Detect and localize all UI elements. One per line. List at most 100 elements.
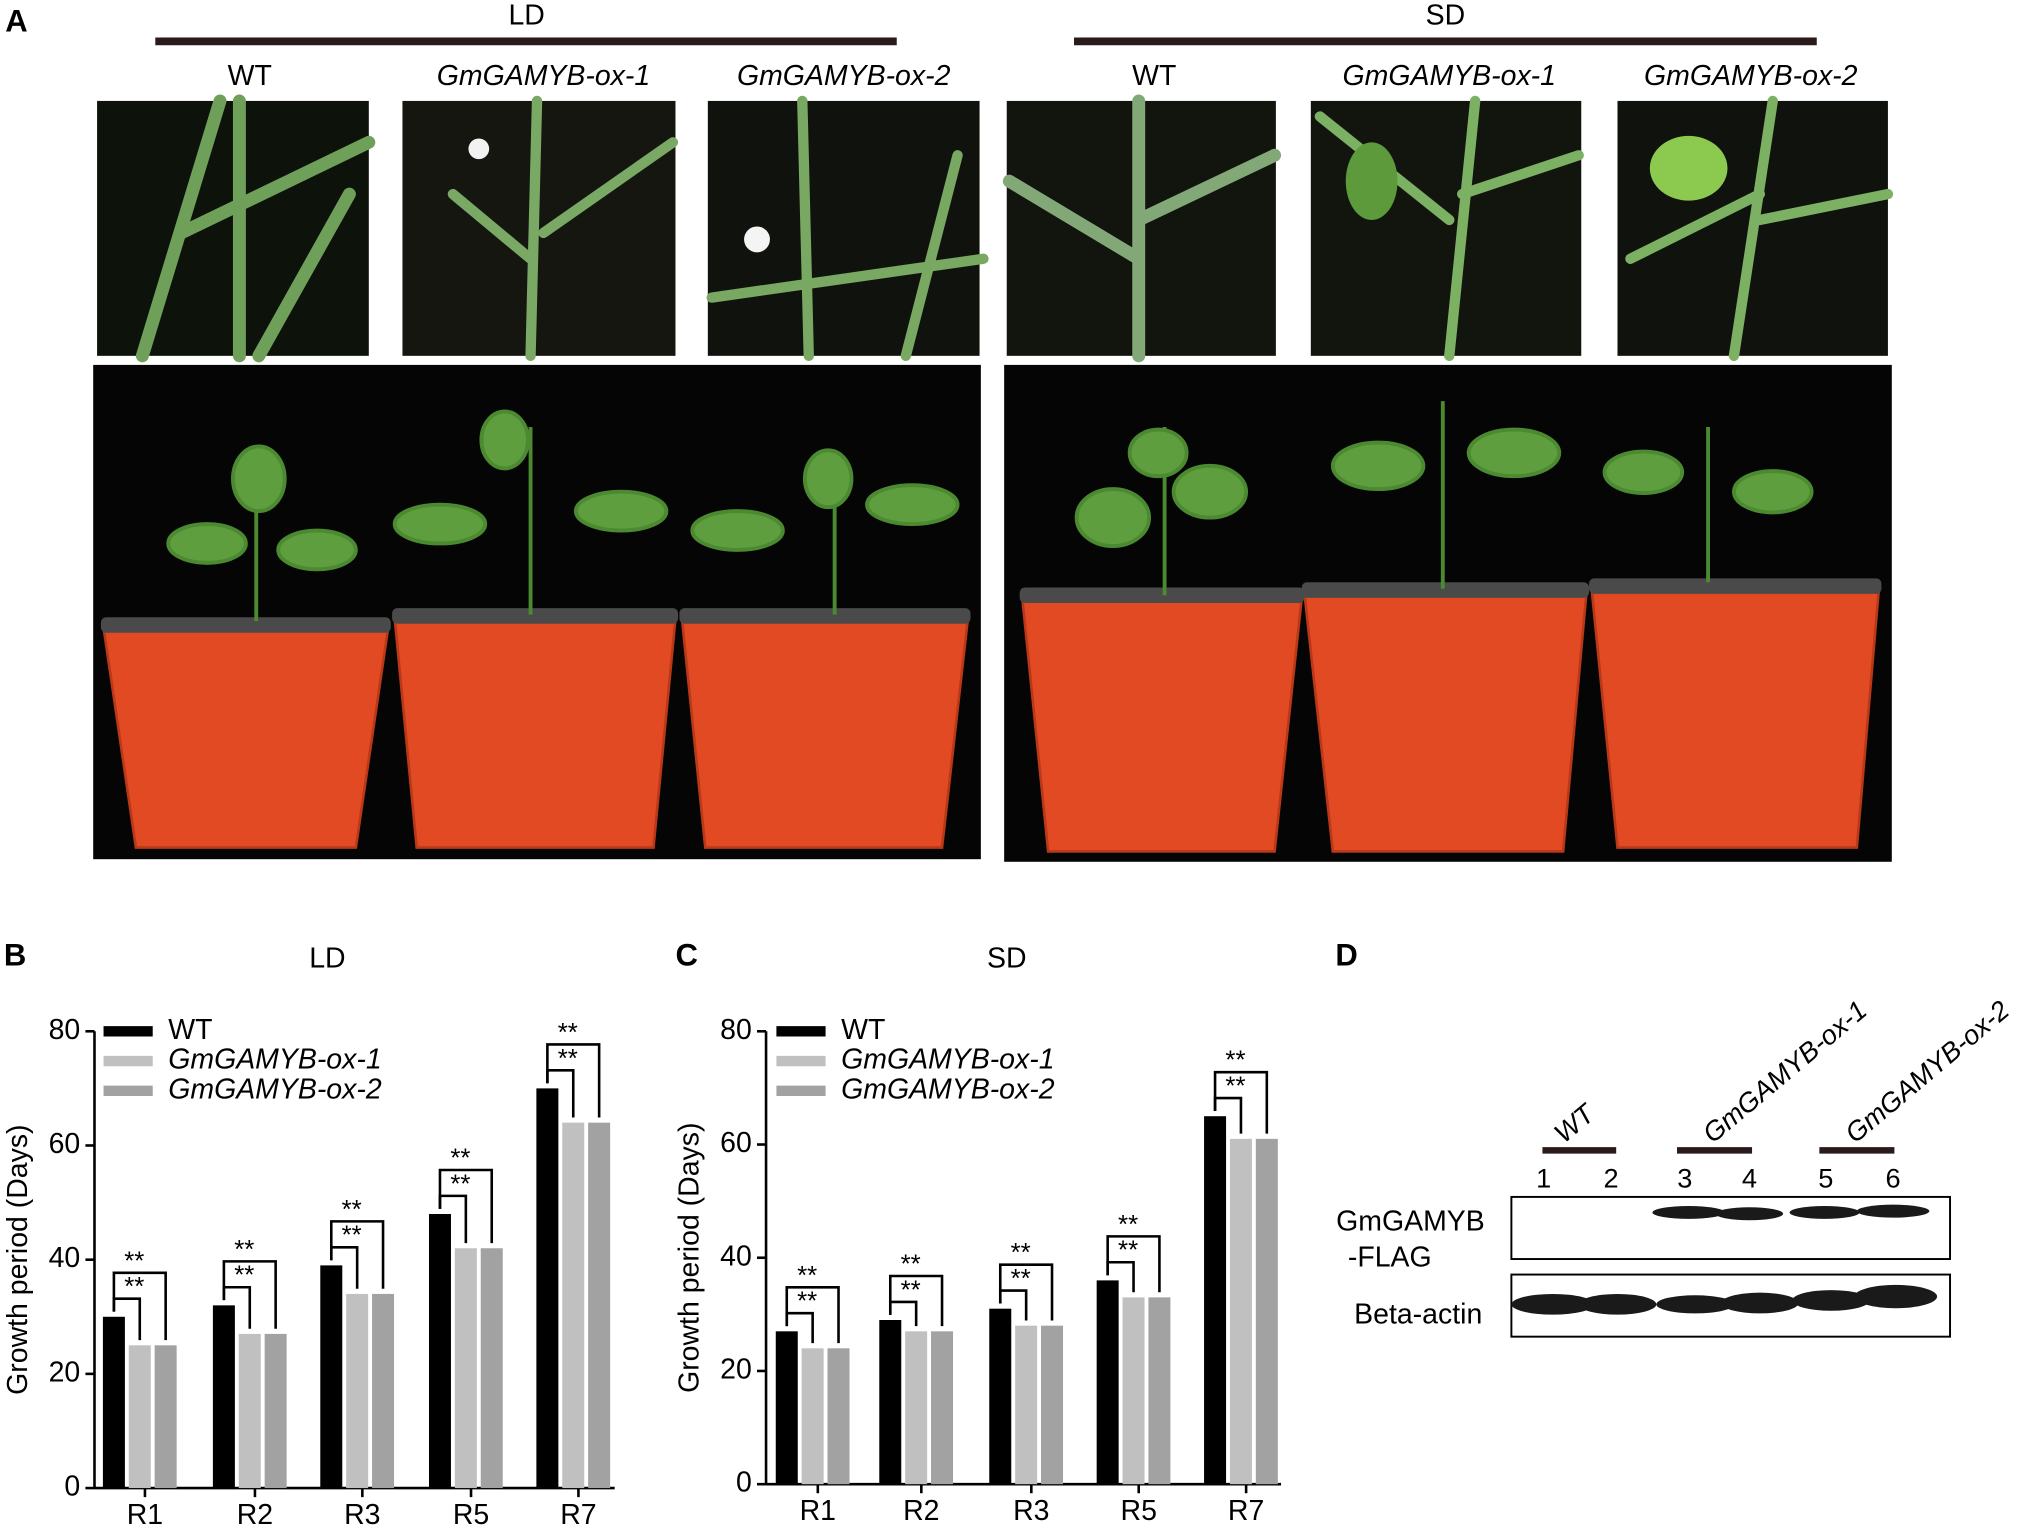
- y-tick-label: 20: [720, 1353, 752, 1385]
- significance-label: **: [797, 1288, 817, 1316]
- bar: [1122, 1297, 1145, 1485]
- legend-label: WT: [168, 1014, 212, 1046]
- lane-group-label: WT: [1548, 1096, 1602, 1148]
- bar: [588, 1122, 611, 1489]
- blot-row-label: GmGAMYB: [1336, 1205, 1485, 1237]
- bar: [1148, 1297, 1171, 1485]
- blot-bands: [1511, 1204, 1938, 1315]
- blot-row-label: Beta-actin: [1354, 1298, 1482, 1330]
- genotype-label: WT: [228, 60, 272, 92]
- x-tick-label: R1: [800, 1495, 836, 1527]
- y-tick-label: 40: [720, 1240, 752, 1272]
- genotype-label: GmGAMYB-ox-2: [737, 60, 951, 92]
- bar: [372, 1293, 395, 1489]
- significance-bracket: [888, 1274, 944, 1327]
- y-tick-label: 0: [64, 1471, 80, 1503]
- lane-number: 3: [1677, 1162, 1692, 1193]
- genotype-label: GmGAMYB-ox-1: [1343, 60, 1556, 92]
- significance-bracket: [222, 1260, 277, 1329]
- significance-label: **: [1011, 1265, 1031, 1293]
- y-tick-label: 60: [49, 1128, 81, 1160]
- significance-bracket: [329, 1220, 385, 1289]
- plant-photos: [93, 364, 1892, 862]
- y-tick-label: 20: [49, 1356, 81, 1388]
- bar: [346, 1293, 369, 1489]
- bar: [562, 1122, 585, 1489]
- significance-label: **: [342, 1222, 362, 1250]
- bar: [428, 1214, 451, 1489]
- bar: [931, 1331, 954, 1485]
- bar: [264, 1333, 287, 1489]
- significance-bracket: [546, 1043, 601, 1118]
- y-tick-label: 60: [720, 1127, 752, 1159]
- significance-label: **: [234, 1262, 254, 1290]
- significance-bracket: [998, 1263, 1054, 1321]
- significance-label: **: [1118, 1211, 1138, 1239]
- bar: [102, 1316, 125, 1489]
- significance-label: **: [124, 1273, 144, 1301]
- panel-letter: B: [4, 938, 26, 973]
- bar: [1096, 1280, 1119, 1485]
- closeup-photos: [97, 94, 1894, 363]
- legend-label: GmGAMYB-ox-1: [841, 1044, 1054, 1076]
- bar: [128, 1345, 151, 1489]
- significance-label: **: [1225, 1047, 1245, 1075]
- bar: [827, 1348, 850, 1485]
- x-tick-label: R2: [237, 1499, 273, 1531]
- significance-bracket: [1213, 1070, 1269, 1134]
- lane-number: 1: [1536, 1162, 1551, 1193]
- chart-title: SD: [987, 943, 1027, 975]
- significance-label: **: [342, 1196, 362, 1224]
- significance-label: **: [901, 1250, 921, 1278]
- bar: [536, 1088, 559, 1489]
- x-tick-label: R3: [344, 1499, 380, 1531]
- bar: [989, 1308, 1012, 1485]
- x-tick-label: R7: [560, 1499, 596, 1531]
- significance-label: **: [124, 1247, 144, 1275]
- significance-label: **: [797, 1262, 817, 1290]
- bar: [480, 1248, 503, 1489]
- bar: [1204, 1116, 1227, 1485]
- lane-number: 4: [1742, 1162, 1757, 1193]
- panel-letter: C: [675, 938, 697, 973]
- genotype-label: GmGAMYB-ox-2: [1644, 60, 1858, 92]
- significance-label: **: [450, 1144, 470, 1172]
- group-label: SD: [1426, 0, 1466, 31]
- legend-label: GmGAMYB-ox-1: [168, 1044, 381, 1076]
- y-tick-label: 0: [736, 1467, 752, 1499]
- significance-label: **: [1225, 1073, 1245, 1101]
- significance-bracket: [1106, 1235, 1161, 1293]
- bar: [905, 1331, 928, 1485]
- significance-label: **: [558, 1045, 578, 1073]
- significance-bracket: [785, 1286, 840, 1344]
- chart-title: LD: [309, 943, 345, 975]
- panel-letter: A: [5, 3, 27, 38]
- significance-label: **: [558, 1019, 578, 1047]
- significance-label: **: [901, 1276, 921, 1304]
- genotype-label: GmGAMYB-ox-1: [437, 60, 650, 92]
- significance-label: **: [1011, 1239, 1031, 1267]
- significance-bracket: [112, 1271, 167, 1341]
- y-tick-label: 80: [720, 1014, 752, 1046]
- y-tick-label: 80: [49, 1014, 81, 1046]
- bar: [1015, 1325, 1038, 1485]
- bar: [879, 1320, 902, 1485]
- bar: [1041, 1325, 1064, 1485]
- bar: [154, 1345, 177, 1489]
- legend-label: GmGAMYB-ox-2: [168, 1073, 382, 1105]
- significance-label: **: [1118, 1237, 1138, 1265]
- x-tick-label: R5: [1121, 1495, 1157, 1527]
- lane-number: 5: [1818, 1162, 1833, 1193]
- bar: [212, 1305, 235, 1489]
- legend-label: WT: [841, 1014, 885, 1046]
- significance-bracket: [438, 1168, 494, 1244]
- x-tick-label: R7: [1228, 1495, 1264, 1527]
- lane-number: 2: [1603, 1162, 1618, 1193]
- bar: [238, 1333, 261, 1489]
- bar: [320, 1265, 343, 1489]
- genotype-label: WT: [1132, 60, 1176, 92]
- significance-label: **: [234, 1236, 254, 1264]
- significance-label: **: [450, 1170, 470, 1198]
- x-tick-label: R5: [453, 1499, 489, 1531]
